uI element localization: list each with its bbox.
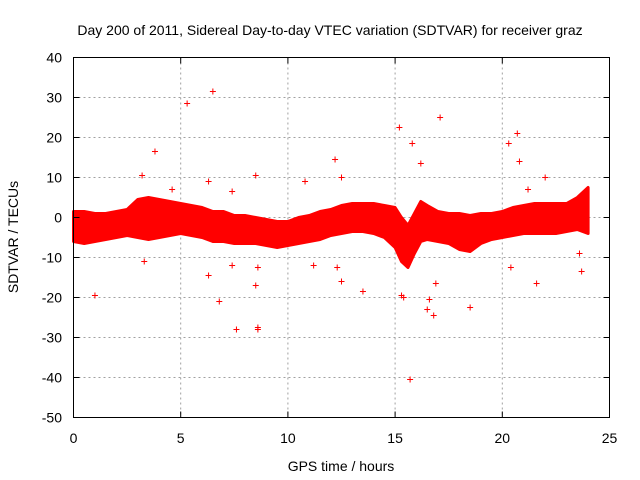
data-point xyxy=(467,304,474,311)
data-point xyxy=(505,140,512,147)
data-point xyxy=(578,268,585,275)
y-tick-label: -40 xyxy=(42,370,62,386)
axis-ticks xyxy=(73,57,610,418)
data-point xyxy=(514,130,521,137)
data-point xyxy=(141,258,148,265)
data-band xyxy=(72,186,590,269)
data-point xyxy=(252,282,259,289)
y-tick-label: -20 xyxy=(42,290,62,306)
x-tick-label: 20 xyxy=(495,430,511,446)
data-point xyxy=(216,298,223,305)
data-point xyxy=(302,178,309,185)
data-point xyxy=(254,264,261,271)
y-tick-label: -50 xyxy=(42,410,62,426)
data-point xyxy=(525,186,532,193)
data-point xyxy=(139,172,146,179)
plot-frame xyxy=(73,57,610,418)
x-axis-tick-labels: 0 5 10 15 20 25 xyxy=(70,430,618,446)
data-point xyxy=(209,88,216,95)
x-tick-label: 15 xyxy=(387,430,403,446)
data-point xyxy=(426,296,433,303)
data-point xyxy=(338,174,345,181)
x-axis-title: GPS time / hours xyxy=(288,458,395,474)
y-tick-label: 40 xyxy=(46,50,62,66)
data-point xyxy=(310,262,317,269)
data-point xyxy=(332,156,339,163)
data-point xyxy=(409,140,416,147)
data-point xyxy=(229,262,236,269)
data-point xyxy=(437,114,444,121)
data-point xyxy=(205,272,212,279)
data-point xyxy=(233,326,240,333)
data-point xyxy=(91,292,98,299)
y-axis-title: SDTVAR / TECUs xyxy=(5,181,21,293)
data-point xyxy=(533,280,540,287)
data-point xyxy=(169,186,176,193)
x-tick-label: 5 xyxy=(177,430,185,446)
data-point xyxy=(338,278,345,285)
y-axis-tick-labels: -50 -40 -30 -20 -10 0 10 20 30 40 xyxy=(42,50,62,426)
data-point xyxy=(507,264,514,271)
x-tick-label: 10 xyxy=(280,430,296,446)
data-point xyxy=(407,376,414,383)
x-tick-label: 0 xyxy=(70,430,78,446)
y-tick-label: -10 xyxy=(42,250,62,266)
y-tick-label: 30 xyxy=(46,90,62,106)
data-point xyxy=(576,250,583,257)
data-point xyxy=(252,172,259,179)
data-point xyxy=(542,174,549,181)
x-tick-label: 25 xyxy=(602,430,618,446)
data-point xyxy=(229,188,236,195)
data-point xyxy=(184,100,191,107)
data-point xyxy=(516,158,523,165)
y-tick-label: 20 xyxy=(46,130,62,146)
data-point xyxy=(254,324,261,331)
chart-title: Day 200 of 2011, Sidereal Day-to-day VTE… xyxy=(77,22,582,38)
data-point xyxy=(334,264,341,271)
data-point xyxy=(432,280,439,287)
data-point xyxy=(396,124,403,131)
data-series-sdtvar xyxy=(72,88,590,383)
data-point xyxy=(151,148,158,155)
y-tick-label: 10 xyxy=(46,170,62,186)
data-point xyxy=(417,160,424,167)
y-tick-label: 0 xyxy=(54,210,62,226)
data-point xyxy=(430,312,437,319)
data-point xyxy=(205,178,212,185)
data-point xyxy=(400,294,407,301)
data-point xyxy=(359,288,366,295)
y-tick-label: -30 xyxy=(42,330,62,346)
data-point xyxy=(424,306,431,313)
